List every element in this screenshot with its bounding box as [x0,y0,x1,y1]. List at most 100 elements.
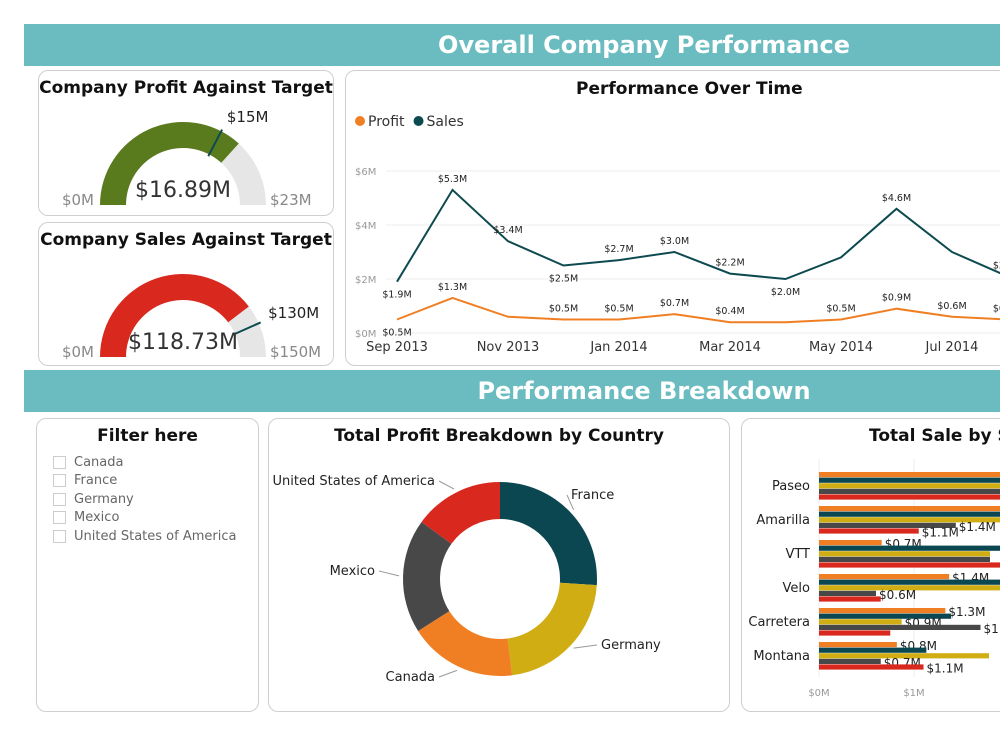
leader-line [573,644,598,649]
x-tick-label: Sep 2013 [366,340,428,355]
donut-slice-germany [507,582,597,676]
data-label: $0.9M [882,293,911,304]
bar-amarilla [819,511,1000,517]
legend-label-profit: Profit [368,114,405,130]
sales-gauge: $130M $118.73M $0M $150M [62,274,321,361]
bar-montana [819,664,924,670]
data-label: $1.1M [922,525,959,539]
donut-slice-france [500,482,597,586]
bar-montana [819,642,897,648]
filter-title: Filter here [97,426,198,446]
x-tick-label: $0M [808,688,829,699]
bar-carretera [819,630,891,636]
checkbox[interactable] [53,529,66,543]
line-chart: $0M $2M $4M $6M Sep 2013 Nov 2013 Jan 2014 Mar … [355,114,1000,355]
bar-chart-title: Total Sale by Se [869,426,1000,446]
header-banner: Overall Company Performance [24,24,1000,66]
bar-carretera [819,619,902,625]
bar-paseo [819,494,1000,500]
bar-carretera [819,624,981,630]
series-line-sales [396,188,1000,283]
bar-velo [819,579,1000,585]
data-label: $0.7M [660,298,689,309]
filter-item-united-states-of-america[interactable]: United States of America [53,527,236,546]
leader-line [438,669,458,678]
slice-label: Germany [601,638,661,653]
data-label: $1.3M [438,282,467,293]
category-label: Montana [753,649,810,664]
profit-gauge-card: Company Profit Against Target $15M $16.89… [38,70,334,216]
filter-label: United States of America [74,528,237,544]
section-banner: Performance Breakdown [24,370,1000,412]
gauge-target-marker [232,321,262,336]
data-label: $1.1M [927,661,964,675]
x-tick-label: $1M [903,688,924,699]
checkbox[interactable] [53,492,66,506]
bar-velo [819,585,1000,591]
filter-label: Canada [74,454,124,470]
data-label: $2.1M [993,260,1000,271]
data-label: $0.5M [382,328,411,339]
gauge-value: $118.73M [128,330,238,355]
filter-list: Canada France Germany Mexico United States o… [37,453,236,546]
bar-montana [819,647,927,653]
x-tick-label: Jul 2014 [925,340,979,355]
x-tick-label: Jan 2014 [589,340,647,355]
performance-over-time-card: Performance Over Time $0M $2M $4M $6M Sep 20… [345,70,1000,366]
filter-card: Filter here Canada France Germany Mexico Uni… [36,418,259,712]
bar-vtt [819,551,990,557]
bar-amarilla [819,517,1000,523]
data-label: $1.4M [959,520,996,534]
filter-item-germany[interactable]: Germany [53,490,236,509]
data-label: $1.3M [948,605,985,619]
legend-label-sales: Sales [427,114,464,130]
bar-paseo [819,477,1000,483]
filter-item-mexico[interactable]: Mexico [53,509,236,528]
gauge-target-label: $130M [268,304,319,322]
donut-slice-mexico [403,521,452,631]
gauge-min-label: $0M [62,343,94,361]
bar-montana [819,658,881,664]
filter-item-canada[interactable]: Canada [53,453,236,472]
gauge-value: $16.89M [135,178,231,203]
data-label: $4.6M [882,193,911,204]
bar-vtt [819,540,882,546]
category-label: Amarilla [756,513,810,528]
y-tick-label: $0M [355,329,376,340]
legend-marker [413,116,424,126]
data-label: $5.3M [438,174,467,185]
category-label: Carretera [748,615,810,630]
gauge-min-label: $0M [62,191,94,209]
bar-paseo [819,488,1000,494]
bar-velo [819,590,876,596]
donut-chart: France Germany Canada Mexico United States o… [273,474,662,685]
x-tick-label: Nov 2013 [477,340,540,355]
section-title: Performance Breakdown [477,377,811,405]
bar-paseo [819,483,1000,489]
checkbox[interactable] [53,474,66,488]
profit-by-country-card: Total Profit Breakdown by Country France… [268,418,730,712]
data-label: $0.5M [826,304,855,315]
filter-item-france[interactable]: France [53,472,236,491]
bar-velo [819,574,950,580]
profit-gauge: $15M $16.89M $0M $23M [62,108,312,209]
data-label: $2.7M [604,244,633,255]
data-label: $3.0M [660,236,689,247]
series-line-profit [396,296,1000,324]
filter-label: France [74,473,118,489]
bar-vtt [819,562,1000,568]
filter-label: Germany [74,491,134,507]
gauge-target-marker [207,129,223,157]
x-tick-label: May 2014 [809,340,873,355]
bar-vtt [819,556,990,562]
data-label: $0.5M [604,304,633,315]
donut-chart-title: Total Profit Breakdown by Country [334,426,664,446]
bar-amarilla [819,528,919,534]
leader-line [566,494,575,511]
y-tick-label: $2M [355,275,376,286]
checkbox[interactable] [53,511,66,525]
y-tick-label: $4M [355,221,376,232]
gauge-fill [100,274,249,357]
checkbox[interactable] [53,455,66,469]
